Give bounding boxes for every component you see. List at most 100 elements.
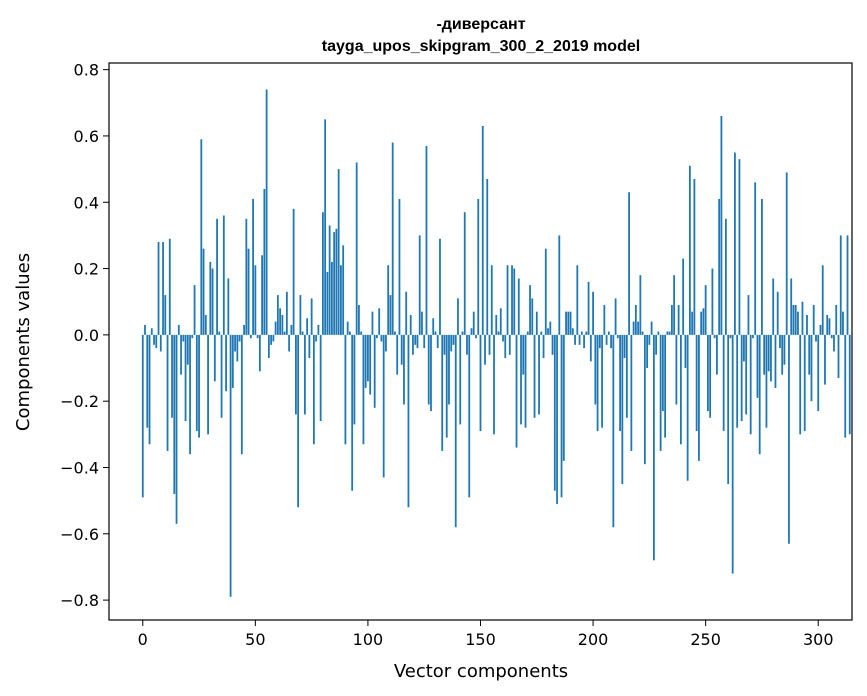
bar-86 [335,228,338,335]
bar-188 [565,311,567,335]
bar-260 [727,334,730,485]
bar-157 [495,314,498,335]
bar-132 [439,238,441,335]
bar-241 [684,334,687,369]
bar-153 [486,179,489,335]
bar-174 [533,334,536,418]
bar-145 [468,334,471,498]
bar-2 [146,334,149,428]
bar-281 [774,334,777,388]
bar-302 [821,265,824,335]
bar-55 [265,89,268,335]
bar-258 [722,334,725,432]
bar-205 [603,305,606,335]
bar-176 [538,334,540,415]
y-tick-label-1: −0.6 [60,525,99,544]
bar-37 [225,334,227,392]
bar-185 [558,235,561,335]
bar-256 [718,198,721,335]
bar-192 [574,334,576,345]
bar-283 [779,334,781,349]
bar-265 [738,159,741,335]
bar-45 [243,324,245,335]
bar-146 [470,328,473,335]
bar-270 [749,334,752,435]
bar-175 [535,311,538,335]
bar-285 [783,334,786,365]
bar-239 [679,334,682,445]
bar-66 [290,324,293,335]
bar-78 [317,324,320,335]
bar-95 [355,162,358,335]
bar-263 [734,152,736,335]
bar-190 [569,311,572,335]
bar-262 [731,334,734,574]
bar-90 [344,334,347,445]
bar-217 [630,334,633,451]
bar-50 [254,265,257,335]
bar-25 [198,334,200,438]
bar-186 [560,334,563,498]
bar-91 [346,321,349,335]
bar-1 [144,324,146,335]
bar-40 [231,334,234,388]
bar-166 [515,334,518,448]
bar-244 [691,311,694,335]
bar-292 [799,334,802,435]
bar-144 [466,334,468,355]
bar-118 [407,334,410,508]
bar-155 [490,265,493,335]
bar-299 [815,334,817,342]
bar-309 [837,334,840,378]
bar-273 [756,334,759,398]
bar-113 [396,334,399,375]
bar-101 [369,334,372,395]
bar-83 [328,225,331,335]
bar-189 [567,311,570,335]
bar-193 [576,265,579,335]
bar-148 [475,334,477,339]
bar-32 [213,334,216,382]
bar-268 [745,334,748,415]
bar-41 [234,334,236,352]
bar-88 [340,265,342,335]
bar-222 [641,331,644,335]
bar-251 [707,334,709,412]
bar-7 [157,242,160,335]
bar-294 [803,334,806,432]
bar-303 [824,334,826,385]
bar-191 [571,328,574,335]
bar-84 [331,261,333,335]
bar-96 [358,305,360,335]
bar-306 [830,334,833,339]
bar-215 [625,334,628,418]
bar-140 [457,298,459,335]
bar-224 [646,334,649,369]
tick-group: 0 50 100 150 200 250 300 −0.8 −0.6 −0.4 −0.2 0.0 0.2… [60,61,833,649]
bar-216 [628,192,630,335]
bar-119 [409,314,412,335]
bar-272 [754,182,757,335]
bar-152 [484,334,486,365]
bar-68 [294,334,297,415]
bar-141 [459,334,462,425]
x-tick-label-200: 200 [578,630,609,649]
bar-82 [326,271,329,335]
x-tick-label-0: 0 [138,630,148,649]
y-tick-label-3: −0.2 [60,392,99,411]
bar-69 [297,334,300,508]
bar-235 [670,305,673,335]
bar-104 [376,334,378,339]
bar-115 [400,334,403,365]
bar-295 [806,314,808,335]
y-tick-label-0: −0.8 [60,591,99,610]
bar-278 [767,334,770,372]
bar-139 [454,334,457,528]
bar-109 [387,265,390,335]
bar-46 [245,218,248,335]
bar-80 [321,212,324,335]
bar-267 [743,334,745,362]
bar-194 [578,334,581,345]
bar-207 [607,331,610,335]
bar-29 [207,334,209,435]
